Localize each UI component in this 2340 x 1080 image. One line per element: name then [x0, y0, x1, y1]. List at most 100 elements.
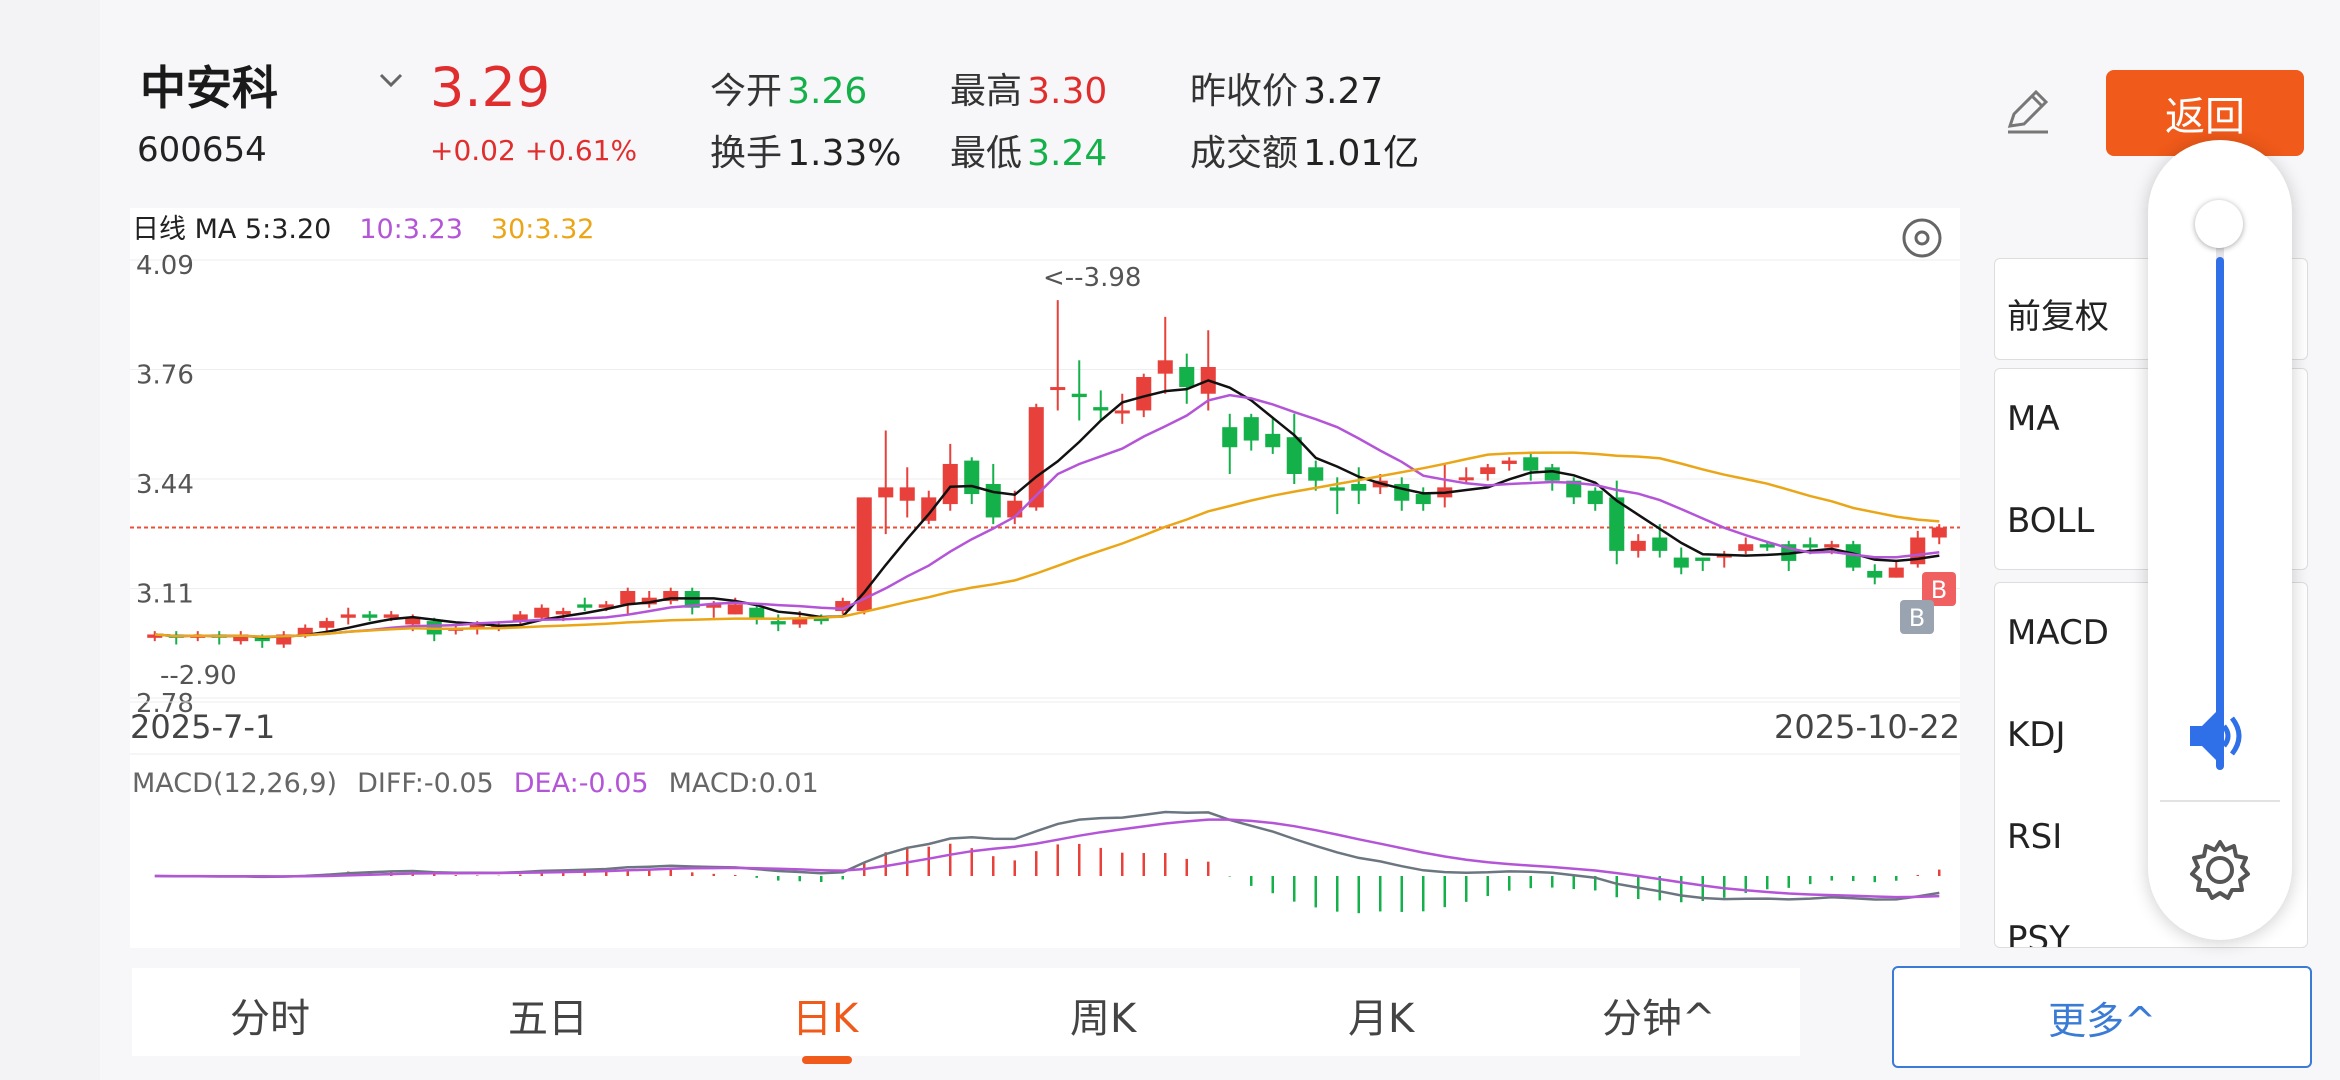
candle-body	[770, 621, 786, 625]
candle-body	[1136, 377, 1152, 411]
candle-body	[362, 614, 378, 618]
candle-body	[1931, 527, 1947, 538]
candle-body	[147, 634, 163, 638]
buy-marker-gray	[1900, 600, 1934, 634]
indicator-boll[interactable]: BOLL	[2007, 501, 2095, 541]
candle-body	[1845, 544, 1861, 568]
candle-body	[1652, 537, 1668, 551]
adjust-option[interactable]: 前复权	[2007, 297, 2109, 337]
stat-high: 最高 3.30	[950, 62, 1107, 114]
candle-body	[749, 607, 765, 618]
candle-body	[534, 607, 550, 618]
candle-body	[1114, 410, 1130, 414]
stat-value: 3.27	[1303, 71, 1384, 112]
date-start-label: 2025-7-1	[130, 708, 275, 746]
indicator-macd[interactable]: MACD	[2007, 613, 2109, 653]
candle-body	[233, 634, 249, 642]
candle-body	[254, 637, 270, 642]
volume-overlay-panel	[2148, 140, 2292, 940]
buy-marker	[1922, 572, 1956, 606]
y-tick-label: 3.44	[136, 470, 194, 500]
candle-body	[1243, 417, 1259, 441]
indicator-rsi[interactable]: RSI	[2007, 817, 2063, 857]
candle-body	[1544, 467, 1560, 481]
candle-body	[1673, 557, 1689, 568]
stock-name[interactable]: 中安科	[140, 61, 278, 115]
kline-chart-panel: 日线 MA 5:3.20 10:3.23 30:3.32 4.09 3.76 3.44 3.…	[130, 208, 1960, 948]
candle-body	[598, 604, 614, 608]
tab-day-k[interactable]: 日K	[792, 996, 859, 1042]
indicator-psy[interactable]: PSY	[2007, 919, 2070, 948]
stat-value: 1.33%	[787, 133, 902, 174]
candle-body	[1265, 433, 1281, 448]
candle-body	[577, 604, 593, 608]
macd-dea-line	[154, 818, 1940, 899]
period-tabs: 分时 五日 日K 周K 月K 分钟^	[132, 968, 1800, 1064]
stat-label: 最低	[950, 133, 1023, 174]
candle-body	[620, 591, 636, 605]
gear-icon[interactable]	[2186, 836, 2254, 904]
active-tab-indicator	[802, 1056, 852, 1064]
candle-body	[985, 484, 1001, 518]
candle-body	[1351, 484, 1367, 491]
candle-body	[1286, 437, 1302, 474]
candle-body	[405, 617, 421, 625]
candle-body	[899, 487, 915, 501]
tab-fenshi[interactable]: 分时	[230, 996, 310, 1042]
candle-body	[1179, 366, 1195, 388]
candle-body	[1609, 497, 1625, 551]
candle-body	[1222, 427, 1238, 448]
volume-slider-thumb[interactable]	[2195, 200, 2243, 248]
candle-body	[1630, 540, 1646, 551]
candle-body	[1093, 407, 1109, 411]
candle-body	[1028, 407, 1044, 508]
stat-turnover: 换手 1.33%	[710, 124, 901, 176]
candle-body	[276, 634, 292, 645]
candle-body	[921, 497, 937, 521]
candle-body	[1050, 387, 1066, 391]
y-tick-label: 2.78	[136, 689, 194, 719]
candle-body	[663, 591, 679, 602]
ma30-line	[154, 451, 1940, 638]
tab-month-k[interactable]: 月K	[1348, 996, 1415, 1042]
overlay-divider	[2160, 800, 2280, 802]
candle-body	[727, 604, 743, 615]
stat-prev-close: 昨收价 3.27	[1190, 62, 1383, 114]
buy-marker-label: B	[1931, 576, 1947, 604]
tab-five-day[interactable]: 五日	[508, 996, 588, 1042]
chevron-down-icon[interactable]	[377, 66, 405, 94]
stat-label: 今开	[710, 71, 783, 112]
indicator-kdj[interactable]: KDJ	[2007, 715, 2066, 755]
ma5-line	[154, 379, 1940, 639]
candle-body	[641, 597, 657, 605]
candle-body	[706, 604, 722, 608]
tab-minute[interactable]: 分钟^	[1602, 996, 1716, 1042]
candle-body	[1007, 500, 1023, 518]
stat-amount: 成交额 1.01亿	[1190, 124, 1419, 176]
candle-body	[942, 463, 958, 505]
stat-value: 3.30	[1027, 71, 1108, 112]
candle-body	[1071, 393, 1087, 398]
speaker-icon[interactable]	[2184, 700, 2256, 772]
candle-body	[878, 487, 894, 498]
candle-body	[792, 617, 808, 625]
kline-chart[interactable]: 日线 MA 5:3.20 10:3.23 30:3.32 4.09 3.76 3.44 3.…	[130, 208, 1960, 948]
tab-week-k[interactable]: 周K	[1070, 996, 1137, 1042]
volume-fill	[2216, 257, 2224, 770]
candle-body	[319, 621, 335, 628]
stat-low: 最低 3.24	[950, 124, 1107, 176]
candle-body	[1802, 544, 1818, 548]
indicator-ma[interactable]: MA	[2007, 399, 2060, 439]
stat-open: 今开 3.26	[710, 62, 867, 114]
edit-pencil-icon[interactable]	[2000, 82, 2056, 138]
candle-body	[1587, 490, 1603, 505]
more-button[interactable]: 更多^	[1892, 966, 2312, 1068]
chart-settings-icon	[1902, 218, 1942, 258]
volume-track[interactable]	[2216, 230, 2224, 770]
candle-body	[1695, 557, 1711, 561]
stock-code: 600654	[137, 130, 267, 170]
candle-body	[1329, 487, 1345, 491]
candle-body	[340, 614, 356, 618]
price-change: +0.02 +0.61%	[430, 134, 638, 167]
candle-body	[1738, 544, 1754, 551]
